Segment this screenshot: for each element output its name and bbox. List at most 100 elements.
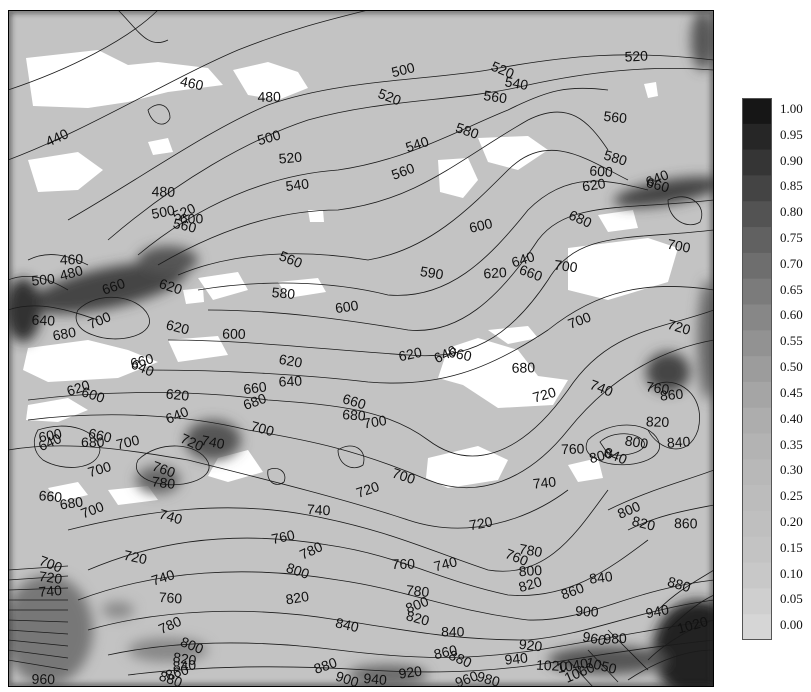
- colorbar-swatch: [742, 510, 772, 538]
- contour-line: [207, 199, 715, 331]
- contour-label: 720: [38, 568, 64, 587]
- low-value-patch: [568, 238, 678, 300]
- contour-line: [157, 111, 609, 266]
- contour-line: [599, 433, 645, 456]
- contour-label: 800: [624, 432, 650, 451]
- contour-label: 840: [172, 657, 197, 675]
- contour-line: [267, 467, 286, 485]
- contour-label: 860: [164, 661, 191, 683]
- contour-label: 940: [644, 601, 670, 621]
- contour-line: [33, 425, 101, 468]
- contour-label: 780: [518, 540, 544, 560]
- colorbar-swatch: [742, 227, 772, 254]
- contour-label: 840: [588, 568, 613, 587]
- contour-line: [87, 537, 649, 596]
- dark-blob: [136, 466, 180, 494]
- colorbar-outline: [742, 98, 772, 640]
- contour-label: 700: [37, 552, 65, 575]
- contour-label: 600: [222, 325, 246, 341]
- contour-label: 460: [179, 73, 205, 94]
- low-value-patch: [148, 138, 173, 155]
- contour-label: 720: [666, 316, 693, 338]
- colorbar-tick-label: 0.45: [780, 384, 803, 400]
- contour-label: 700: [78, 498, 106, 521]
- colorbar-tick-label: 0.35: [780, 436, 803, 452]
- low-value-patch: [568, 458, 603, 482]
- contour-label: 500: [390, 59, 417, 80]
- map-background: [8, 10, 714, 687]
- colorbar-swatch: [742, 356, 772, 383]
- contour-label: 700: [666, 236, 692, 256]
- dark-blob: [613, 176, 723, 208]
- contour-label: 620: [483, 264, 508, 282]
- contour-label: 580: [454, 119, 481, 142]
- dark-blob: [5, 278, 41, 342]
- colorbar-tick-label: 0.25: [780, 488, 803, 504]
- contour-label: 700: [553, 257, 578, 276]
- contour-label: 800: [587, 445, 614, 467]
- contour-line: [667, 196, 703, 226]
- colorbar-swatch: [742, 278, 772, 305]
- contour-label: 660: [129, 350, 156, 371]
- colorbar-tick-label: 0.10: [780, 565, 803, 581]
- colorbar-tick-label: 0.40: [780, 410, 803, 426]
- contour-label: 660: [341, 390, 368, 412]
- dark-blob: [691, 10, 715, 70]
- colorbar-swatch: [742, 536, 772, 564]
- contour-line: [607, 469, 715, 511]
- contour-label: 520: [624, 47, 648, 64]
- dark-blob: [646, 352, 690, 392]
- contour-label: 1050: [584, 654, 618, 677]
- contour-label: 620: [157, 275, 184, 298]
- colorbar-swatch: [742, 175, 772, 202]
- contour-label: 660: [38, 487, 63, 505]
- contour-label: 620: [397, 344, 423, 365]
- colorbar-swatch: [742, 381, 772, 409]
- contour-label: 600: [468, 215, 495, 236]
- contour-label: 560: [483, 87, 509, 106]
- contour-label: 600: [334, 297, 360, 316]
- low-value-patch: [198, 272, 248, 300]
- low-value-patch: [168, 336, 228, 362]
- contour-label: 960: [32, 671, 56, 687]
- low-value-patch: [233, 62, 308, 100]
- contour-lines: [7, 9, 715, 688]
- contour-label: 620: [581, 175, 607, 194]
- contour-label: 680: [81, 434, 105, 450]
- contour-label: 820: [284, 588, 310, 607]
- contour-label: 700: [249, 418, 276, 440]
- colorbar-swatch: [742, 485, 772, 512]
- contour-label: 980: [603, 630, 627, 647]
- colorbar-swatch: [742, 562, 772, 589]
- contour-label: 700: [86, 458, 113, 480]
- colorbar-swatch: [742, 201, 772, 228]
- low-value-patch: [438, 158, 478, 198]
- contour-label: 760: [150, 458, 178, 481]
- contour-label: 460: [60, 251, 84, 268]
- contour-label: 820: [172, 649, 198, 668]
- contour-line: [337, 445, 365, 469]
- contour-label: 640: [31, 312, 55, 329]
- contour-label: 800: [518, 562, 542, 579]
- contour-label: 920: [398, 663, 424, 682]
- contour-label: 740: [200, 432, 226, 452]
- contour-label: 600: [589, 162, 614, 180]
- contour-label: 560: [603, 108, 628, 126]
- colorbar-swatch: [742, 252, 772, 280]
- low-value-patch: [644, 82, 658, 98]
- contour-label: 620: [65, 377, 92, 400]
- colorbar-tick-label: 0.00: [780, 617, 803, 633]
- dark-blob: [102, 602, 134, 618]
- dark-blob: [29, 262, 187, 314]
- contour-label: 940: [363, 670, 388, 687]
- contour-line: [177, 149, 629, 276]
- contour-label: 500: [255, 126, 282, 148]
- contour-label: 800: [284, 559, 311, 582]
- contour-label: 1040: [556, 655, 590, 676]
- contour-label: 740: [588, 376, 616, 399]
- contour-label: 500: [150, 202, 176, 222]
- contour-label: 660: [100, 275, 127, 298]
- contour-line: [7, 445, 569, 529]
- contour-label: 580: [602, 147, 629, 169]
